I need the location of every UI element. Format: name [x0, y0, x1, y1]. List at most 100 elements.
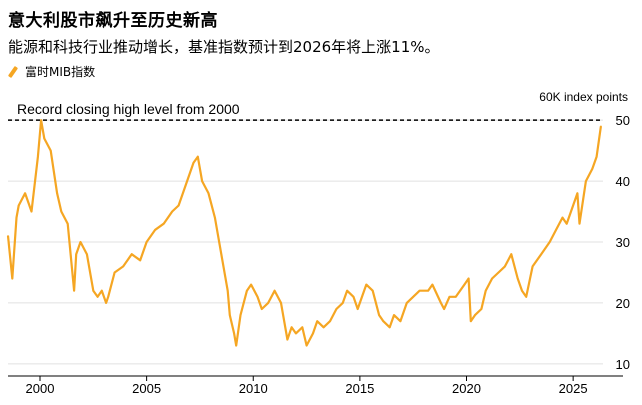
data-point — [356, 308, 359, 310]
chart-title: 意大利股市飙升至历史新高 — [8, 11, 218, 31]
data-point — [79, 241, 82, 243]
data-point — [49, 149, 52, 152]
data-point — [497, 271, 500, 274]
data-point — [352, 296, 355, 298]
data-point — [504, 265, 506, 268]
data-point — [107, 296, 109, 298]
data-point — [365, 283, 368, 286]
data-point — [60, 210, 63, 213]
data-point — [393, 314, 395, 316]
legend: 富时MIB指数 — [7, 63, 96, 80]
data-point — [480, 308, 483, 310]
data-point — [30, 210, 33, 213]
y-axis-unit-label: 60K index points — [539, 90, 628, 104]
data-point — [122, 265, 124, 268]
data-point — [463, 283, 466, 286]
data-point — [96, 296, 99, 298]
data-point — [192, 162, 195, 164]
data-point — [207, 192, 210, 195]
series-line-ftse-mib — [6, 119, 602, 347]
data-point — [86, 253, 88, 255]
data-point — [491, 277, 493, 280]
data-point — [261, 308, 263, 310]
data-point — [280, 302, 282, 304]
data-point — [154, 229, 156, 231]
x-tick-label: 2010 — [239, 381, 268, 396]
data-point — [412, 296, 415, 298]
data-point — [7, 235, 9, 237]
data-point — [470, 320, 472, 323]
data-point — [177, 204, 180, 207]
data-point — [555, 229, 557, 231]
data-point — [531, 265, 534, 268]
data-point — [139, 259, 141, 262]
data-point — [105, 302, 107, 304]
y-tick-label: 10 — [616, 357, 630, 372]
data-point — [335, 308, 338, 310]
data-point — [250, 283, 252, 286]
data-point — [525, 296, 527, 298]
data-point — [467, 277, 470, 280]
data-point — [378, 314, 380, 316]
data-point — [56, 192, 58, 195]
data-point — [329, 320, 331, 323]
data-point — [24, 192, 26, 195]
data-point — [371, 289, 374, 292]
data-point — [431, 283, 434, 286]
record-high-annotation: Record closing high level from 2000 — [17, 101, 240, 117]
data-point — [92, 289, 95, 292]
data-point — [226, 289, 229, 292]
data-point — [346, 289, 348, 292]
x-tick-label: 2020 — [452, 381, 481, 396]
data-point — [290, 326, 293, 329]
y-tick-label: 50 — [616, 113, 630, 128]
data-point — [388, 326, 391, 329]
chart-subtitle: 能源和科技行业推动增长，基准指数预计到2026年将上涨11%。 — [8, 38, 440, 56]
data-point — [233, 332, 235, 335]
data-point — [540, 253, 542, 255]
data-point — [145, 241, 148, 243]
data-point — [130, 253, 133, 255]
data-point — [256, 296, 259, 298]
data-point — [312, 332, 314, 335]
data-point — [75, 253, 77, 255]
legend-label: 富时MIB指数 — [25, 65, 96, 79]
data-point — [565, 222, 568, 225]
data-point — [427, 289, 429, 292]
data-point — [40, 119, 42, 121]
x-tick-label: 2025 — [559, 381, 588, 396]
data-point — [15, 216, 18, 219]
data-point — [305, 344, 308, 347]
data-point — [66, 222, 69, 225]
data-point — [440, 302, 442, 304]
x-tick-label: 2005 — [132, 381, 161, 396]
y-tick-label: 20 — [616, 296, 630, 311]
data-point — [342, 302, 344, 304]
y-tick-label: 30 — [616, 235, 630, 250]
data-point — [186, 180, 188, 182]
y-tick-label: 40 — [616, 174, 630, 189]
data-point — [382, 320, 385, 323]
data-point — [474, 314, 476, 316]
data-point — [578, 222, 581, 225]
data-point — [201, 180, 203, 182]
data-point — [576, 192, 579, 195]
data-point — [101, 289, 103, 292]
data-point — [443, 308, 445, 310]
data-point — [162, 222, 165, 225]
data-point — [214, 216, 216, 219]
data-point — [591, 168, 594, 170]
data-point — [399, 320, 402, 323]
data-point — [600, 125, 602, 128]
data-point — [548, 241, 551, 243]
data-point — [510, 253, 513, 255]
data-point — [561, 216, 564, 219]
data-point — [220, 253, 223, 255]
data-point — [246, 289, 248, 292]
data-point — [197, 155, 199, 158]
data-point — [273, 289, 276, 292]
data-point — [239, 314, 242, 316]
data-point — [295, 332, 297, 335]
data-point — [570, 210, 572, 213]
